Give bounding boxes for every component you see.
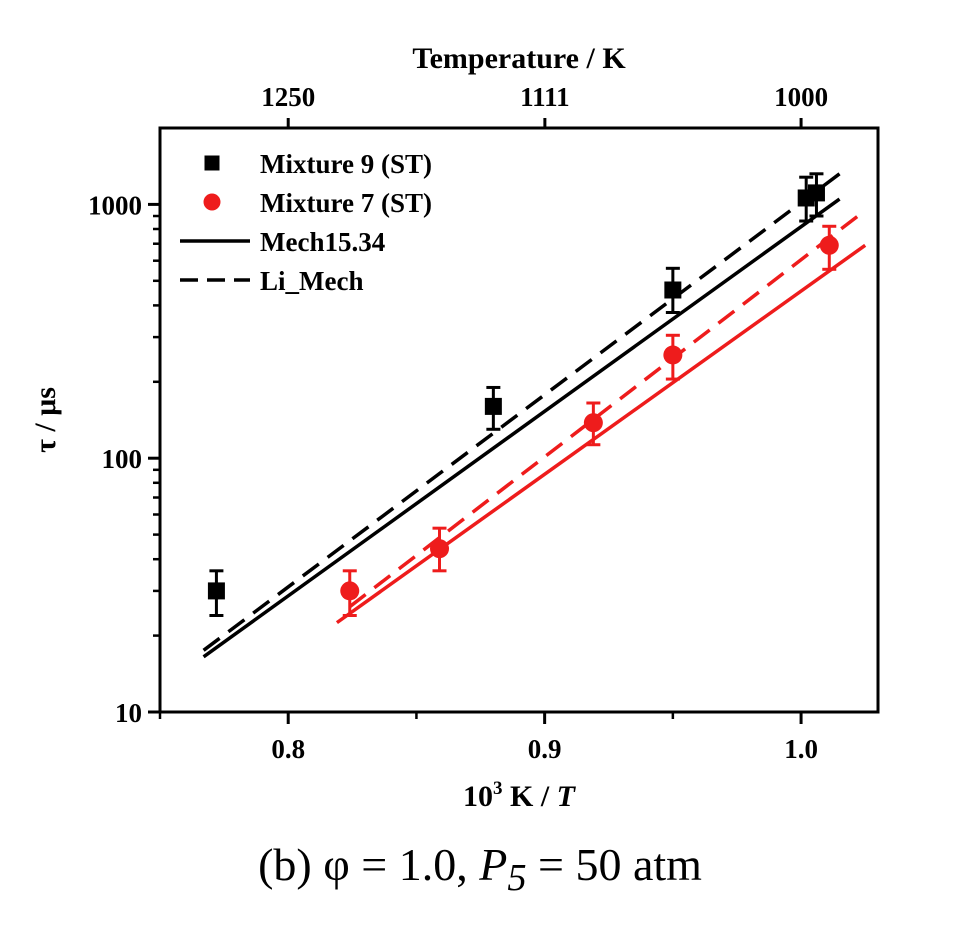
top-axis-label: Temperature / K (412, 42, 626, 75)
x-tick-label: 1.0 (784, 734, 818, 764)
top-tick-label: 1111 (520, 82, 570, 112)
x-axis-label-unit: K / (503, 780, 557, 813)
caption-variable: P (479, 839, 508, 890)
series-line (348, 211, 864, 609)
legend-label: Mixture 7 (ST) (260, 188, 432, 218)
data-point-circle (583, 413, 603, 433)
caption-subscript: 5 (507, 857, 527, 900)
legend-label: Li_Mech (260, 266, 363, 296)
series-line (202, 197, 841, 659)
top-tick-label: 1250 (261, 82, 315, 112)
legend-label: Mech15.34 (260, 227, 385, 257)
data-point-circle (663, 345, 683, 365)
plot-frame (158, 126, 880, 714)
series-line (202, 172, 841, 652)
top-tick-label: 1000 (774, 82, 828, 112)
figure-caption: (b) φ = 1.0, P5 = 50 atm (0, 838, 960, 900)
caption-prefix: (b) φ = 1.0, (258, 839, 480, 890)
x-axis-label-exponent: 3 (493, 778, 503, 799)
data-point-square (207, 582, 225, 600)
series-layer (202, 172, 867, 659)
y-tick-label: 10 (115, 698, 142, 728)
plot-frame-rect (158, 126, 880, 714)
x-axis-label: 103 K / T (463, 778, 577, 813)
data-point-circle (819, 235, 839, 255)
legend: Mixture 9 (ST) Mixture 7 (ST) Mech15.34 Li_… (180, 149, 432, 296)
data-point-circle (430, 539, 450, 559)
x-axis-label-base: 10 (463, 780, 493, 813)
x-axis-label-variable: T (557, 780, 577, 813)
x-tick-label: 0.9 (528, 734, 562, 764)
caption-suffix: = 50 atm (526, 839, 702, 890)
data-point-square (664, 281, 682, 299)
series-line (335, 243, 867, 625)
data-point-square (484, 397, 502, 415)
y-tick-label: 100 (102, 444, 143, 474)
data-point-square (807, 184, 825, 202)
y-axis-label: τ / μs (29, 387, 62, 453)
legend-marker-square (204, 155, 220, 171)
legend-label: Mixture 9 (ST) (260, 149, 432, 179)
x-tick-label: 0.8 (271, 734, 305, 764)
legend-marker-circle (203, 193, 221, 211)
data-point-circle (340, 581, 360, 601)
y-tick-label: 1000 (88, 190, 142, 220)
